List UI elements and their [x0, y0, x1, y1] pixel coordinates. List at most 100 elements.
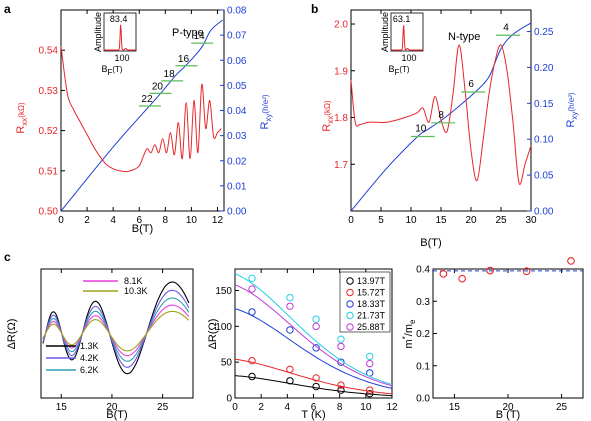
y-tick-label: 0	[226, 394, 232, 405]
oscillation-4.2K	[42, 289, 190, 368]
data-point-13.97T	[248, 372, 256, 381]
plateau-label: 16	[178, 54, 190, 65]
fit-curve-25.88T	[234, 284, 393, 387]
x-tick-label: 5	[378, 215, 384, 226]
x-tick-label: 10	[405, 215, 417, 226]
inset-peak-curve	[391, 25, 423, 51]
x-tick-label: 25	[495, 215, 507, 226]
x-tick-label: 15	[449, 402, 461, 413]
data-point-13.97T	[286, 377, 294, 385]
x-tick-label: 2	[84, 215, 90, 226]
y-axis-title-left-b: Rxx(kΩ)	[321, 100, 335, 132]
x-axis-title-c2: T (K)	[301, 409, 325, 421]
oscillation-1.3K	[42, 281, 190, 375]
panel-label-c: c	[4, 250, 11, 264]
x-axis-title-c1: B(T)	[106, 409, 127, 421]
plateau-label: 10	[415, 123, 427, 134]
x-tick-label: 6	[136, 215, 142, 226]
inset-xlabel: BF(T)	[101, 64, 122, 77]
data-point-18.33T	[248, 308, 256, 316]
data-point-25.88T	[337, 342, 345, 351]
y-tick-label: 50	[221, 358, 233, 369]
y-tick-label: 1.7	[334, 160, 348, 171]
plateau-label: 6	[468, 79, 474, 90]
data-point-18.33T	[286, 326, 294, 334]
legend-marker	[346, 300, 354, 308]
y-tick-right-label: 0.07	[227, 31, 247, 42]
y-tick-label: 0.3	[416, 297, 430, 308]
panel-c-mass: 15 20 25 0.0 0.1 0.2 0.3 0.4 B (T) m*/me	[401, 257, 584, 421]
plateau-label: 14	[194, 31, 206, 42]
y-tick-right-label: 0.00	[534, 207, 554, 218]
type-label-a: P-type	[172, 27, 204, 39]
mass-point	[486, 266, 494, 275]
data-point-13.97T	[366, 390, 374, 398]
oscillation-8.1K	[42, 304, 190, 357]
y-axis-title-left-a: Rxx(kΩ)	[15, 102, 29, 134]
legend-label: 15.72T	[357, 288, 386, 298]
inset-ylabel: Amplitude	[93, 12, 103, 52]
y-tick-label: 100	[215, 322, 232, 333]
rxy-curve-b	[350, 22, 532, 212]
inset-peak-curve	[104, 24, 136, 51]
x-tick-label: 0	[58, 215, 64, 226]
x-tick-label: 4	[285, 402, 291, 413]
y-tick-label: 0.53	[39, 86, 59, 97]
data-point-21.73T	[312, 315, 320, 323]
y-axis-title-c3: m*/me	[401, 319, 417, 349]
x-tick-label: 12	[212, 215, 224, 226]
data-point-25.88T	[366, 359, 374, 368]
legend-label: 13.97T	[357, 276, 386, 286]
x-tick-label: 6	[311, 402, 317, 413]
y-tick-right-label: 0.15	[534, 99, 554, 110]
x-tick-label: 0	[232, 402, 238, 413]
x-tick-label: 15	[56, 402, 68, 413]
panel-c-amplitude: 0 2 4 6 8 10 12 0 50 100 150 T (K) ΔR(Ω) 13.97T 15.72T…	[207, 268, 398, 421]
x-tick-label: 25	[556, 402, 568, 413]
mass-point	[567, 257, 575, 265]
y-tick-right-label: 0.02	[227, 156, 247, 167]
y-tick-label: 0.52	[39, 126, 59, 137]
panel-label-a: a	[4, 2, 11, 16]
legend-box	[339, 271, 391, 333]
legend-label: 8.1K	[124, 276, 143, 286]
legend-label: 4.2K	[80, 353, 99, 363]
y-tick-label: 2.0	[334, 20, 348, 31]
legend-marker	[346, 277, 354, 285]
x-tick-label: 10	[186, 215, 198, 226]
data-point-25.88T	[312, 322, 320, 331]
y-tick-label: 0.1	[416, 361, 430, 372]
y-tick-right-label: 0.05	[227, 81, 247, 92]
x-tick-label: 8	[337, 402, 343, 413]
legend-marker	[346, 288, 354, 297]
y-tick-right-label: 0.08	[227, 6, 247, 17]
data-point-18.33T	[312, 344, 320, 352]
y-axis-title-right-b: Rxy(h/e²)	[565, 92, 579, 127]
y-tick-label: 0.51	[39, 166, 59, 177]
x-tick-label: 20	[106, 402, 118, 413]
inset-x-tick: 100	[114, 53, 129, 63]
panel-a: a 0 2 4 6 8 10 12 0.50 0.51 0.52 0.53 0.54 0.00 0.01 0.…	[4, 2, 273, 235]
plot-frame-c1	[40, 268, 194, 399]
panel-label-b: b	[311, 2, 318, 16]
plateau-label: 4	[503, 22, 509, 33]
legend-label: 25.88T	[357, 322, 386, 332]
fit-curve-18.33T	[234, 308, 393, 389]
rxx-curve-a	[60, 46, 222, 173]
inset-ylabel: Amplitude	[380, 12, 390, 52]
y-tick-label: 150	[215, 286, 232, 297]
mass-point	[439, 269, 448, 278]
data-point-15.72T	[337, 381, 345, 389]
data-point-25.88T	[248, 285, 256, 293]
y-axis-title-right-a: Rxy(h/e²)	[259, 94, 273, 129]
x-tick-label: 8	[163, 215, 169, 226]
legend-label: 18.33T	[357, 299, 386, 309]
y-tick-right-label: 0.25	[534, 27, 554, 38]
data-point-15.72T	[286, 365, 294, 374]
y-tick-label: 0.50	[39, 207, 59, 218]
x-axis-title-b: B(T)	[420, 237, 441, 249]
legend-marker	[346, 323, 354, 331]
